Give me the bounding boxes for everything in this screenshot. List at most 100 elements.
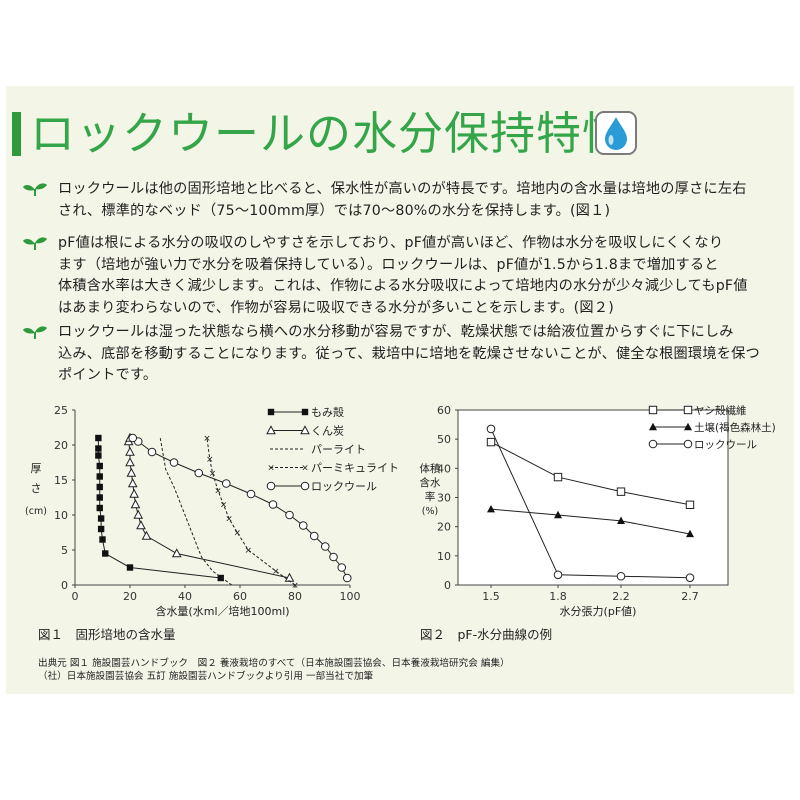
y-tick-label: 15 xyxy=(54,474,68,487)
paragraph-line: ロックウールは他の固形培地と比べると、保水性が高いのが特長です。培地内の含水量は… xyxy=(58,181,747,197)
data-point xyxy=(130,499,141,509)
data-point xyxy=(217,574,224,582)
data-point xyxy=(95,452,102,459)
data-point xyxy=(320,542,330,551)
y-tick-label: 25 xyxy=(54,404,68,417)
data-point xyxy=(685,500,695,509)
data-point xyxy=(285,510,294,520)
data-point: × xyxy=(267,464,275,474)
legend-label: ロックウール xyxy=(311,480,377,493)
data-point xyxy=(266,481,276,491)
x-tick-label: 100 xyxy=(340,590,361,603)
y-tick-label: 0 xyxy=(61,579,68,592)
data-point: × xyxy=(301,464,309,474)
data-point xyxy=(125,457,135,467)
sprout-icon xyxy=(23,237,47,250)
series-line xyxy=(97,438,221,579)
chart-fig2: 0 10 20 30 40 50 60 1.5 1.8 2.2 2.7 水分張力(pF値) 体積含水率 (… xyxy=(420,404,776,618)
paragraph-line: され、標準的なベッド（75～100mm厚）では70～80%の水分を保持します。(… xyxy=(58,202,611,219)
y-tick-label: 10 xyxy=(437,550,451,563)
data-point xyxy=(136,520,146,530)
y-tick-label: 20 xyxy=(54,439,68,452)
paragraph-2: pF値は根による水分の吸収のしやすさを示しており、pF値が高いほど、作物は水分を… xyxy=(58,233,782,319)
data-point xyxy=(267,408,275,416)
data-point xyxy=(127,478,138,488)
x-tick-label: 40 xyxy=(178,590,192,603)
x-tick-label: 2.7 xyxy=(681,590,699,603)
y-tick-label: 0 xyxy=(444,579,451,592)
paragraph-3: ロックウールは湿った状態なら横への水分移動が容易ですが、乾燥状態では給液位置から… xyxy=(58,322,782,387)
paragraph-line: ポイントです。 xyxy=(58,367,158,383)
data-point xyxy=(97,525,105,533)
y-tick-label: 50 xyxy=(437,433,451,446)
legend-label: パーミキュライト xyxy=(311,462,399,475)
y-axis-label-3: 率 xyxy=(425,490,436,503)
data-point xyxy=(194,468,204,478)
data-point xyxy=(616,571,626,581)
data-point xyxy=(126,467,137,477)
paragraph-line: 込み、底部を移動することになります。従って、栽培中に培地を乾燥させないことが、健… xyxy=(58,345,760,362)
paragraph-line: ます（培地が強い力で水分を吸着保持している）。ロックウールは、pF値が1.5から… xyxy=(58,256,719,273)
x-tick-label: 1.5 xyxy=(482,590,500,603)
data-point: × xyxy=(272,567,280,577)
data-point xyxy=(133,509,144,519)
data-point: × xyxy=(233,529,241,539)
y-tick-label: 30 xyxy=(437,492,451,505)
legend-label: ロックウール xyxy=(694,439,757,451)
data-point xyxy=(553,570,563,580)
x-tick-label: 60 xyxy=(233,590,247,603)
series-line xyxy=(206,437,296,586)
x-tick-label: 1.8 xyxy=(549,590,567,603)
data-point xyxy=(221,479,231,488)
y-tick-label: 20 xyxy=(437,521,451,534)
data-point xyxy=(342,573,352,583)
data-point xyxy=(95,445,102,452)
data-point xyxy=(486,437,496,447)
series-line xyxy=(159,437,233,586)
paragraph-line: はあまり変わらないので、作物が容易に吸収できる水分が多いことを示します。(図２) xyxy=(58,299,614,316)
data-point xyxy=(617,516,625,525)
data-point xyxy=(97,515,105,522)
source-line-1: 出典元 図１ 施設園芸ハンドブック 図２ 養液栽培のすべて（日本施設園芸協会、日… xyxy=(38,658,510,669)
data-point xyxy=(298,521,308,530)
y-axis-label-1: 体積 xyxy=(420,462,441,475)
data-point xyxy=(128,433,138,443)
title-accent-bar xyxy=(12,112,21,156)
y-axis-label-1: 厚 xyxy=(31,462,42,475)
x-tick-label: 0 xyxy=(72,590,79,603)
data-point xyxy=(268,500,278,509)
series-line xyxy=(490,428,691,579)
x-tick-label: 20 xyxy=(123,590,137,603)
x-axis-label: 含水量(水ml／培地100ml) xyxy=(155,604,289,618)
legend-label: もみ殻 xyxy=(311,405,344,419)
paragraph-line: ロックウールは湿った状態なら横への水分移動が容易ですが、乾燥状態では給液位置から… xyxy=(58,324,734,340)
data-point xyxy=(683,405,693,415)
content-panel xyxy=(6,86,794,694)
data-point: × xyxy=(203,434,211,444)
data-point xyxy=(487,504,495,513)
chart-fig1: 0 5 10 15 20 25 0 20 40 60 80 100 含水量(水ml／培地100ml) 厚さ… xyxy=(25,404,399,618)
data-point xyxy=(96,504,103,512)
data-point: × xyxy=(225,515,233,525)
data-point xyxy=(337,563,347,572)
data-point xyxy=(96,483,103,491)
y-axis-label-4: (%) xyxy=(422,506,438,517)
plot-area xyxy=(457,409,729,586)
y-tick-label: 5 xyxy=(61,544,68,557)
data-point xyxy=(616,487,626,496)
data-point: × xyxy=(214,487,222,497)
data-point xyxy=(649,422,657,431)
data-point xyxy=(486,424,496,434)
data-point: × xyxy=(244,546,252,556)
data-point xyxy=(102,550,109,557)
data-point xyxy=(684,422,692,431)
data-point xyxy=(300,425,310,435)
data-point: × xyxy=(291,581,299,591)
legend-label: パーライト xyxy=(311,443,366,456)
data-point xyxy=(96,462,103,470)
legend-label: ヤシ殻繊維 xyxy=(694,404,747,417)
data-point: × xyxy=(209,469,217,479)
paragraph-line: 体積含水率は大きく減少します。これは、作物による水分吸収によって培地内の水分が少… xyxy=(58,278,748,294)
data-point xyxy=(648,439,658,449)
sprout-icon xyxy=(23,326,47,339)
